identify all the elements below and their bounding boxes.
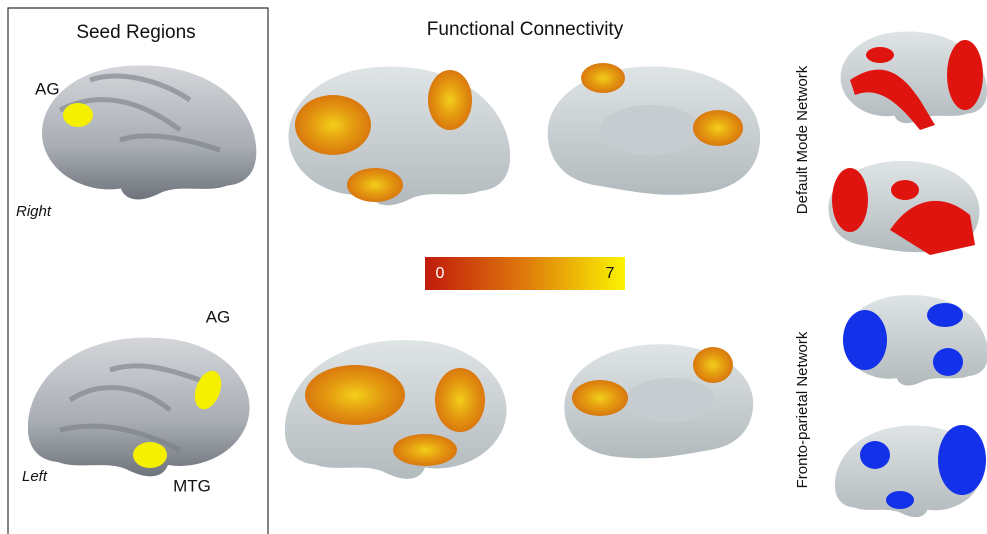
connectivity-brain [564, 344, 754, 459]
brain-left [28, 337, 250, 477]
panel-frame [7, 7, 269, 534]
network-label: Default Mode Network [794, 65, 811, 214]
colorbar-min: 0 [436, 265, 445, 282]
network-brain [843, 295, 987, 386]
panel-title: Seed Regions [76, 22, 195, 43]
seed-label: AG [35, 79, 60, 98]
hemisphere-label: Right [16, 203, 52, 220]
connectivity-brain [547, 63, 761, 195]
network-label: Fronto-parietal Network [794, 331, 811, 488]
connectivity-brain [285, 340, 507, 479]
hemisphere-label: Left [22, 468, 48, 485]
seed-label: AG [206, 307, 231, 326]
network-brain [835, 425, 986, 518]
colorbar-max: 7 [606, 265, 615, 282]
connectivity-brain [288, 66, 510, 206]
network-brain [828, 160, 980, 255]
seed-label: MTG [173, 476, 211, 495]
panel-title: Functional Connectivity [427, 19, 624, 40]
brain-right [42, 65, 257, 200]
network-brain [840, 31, 987, 130]
colorbar [425, 257, 625, 290]
